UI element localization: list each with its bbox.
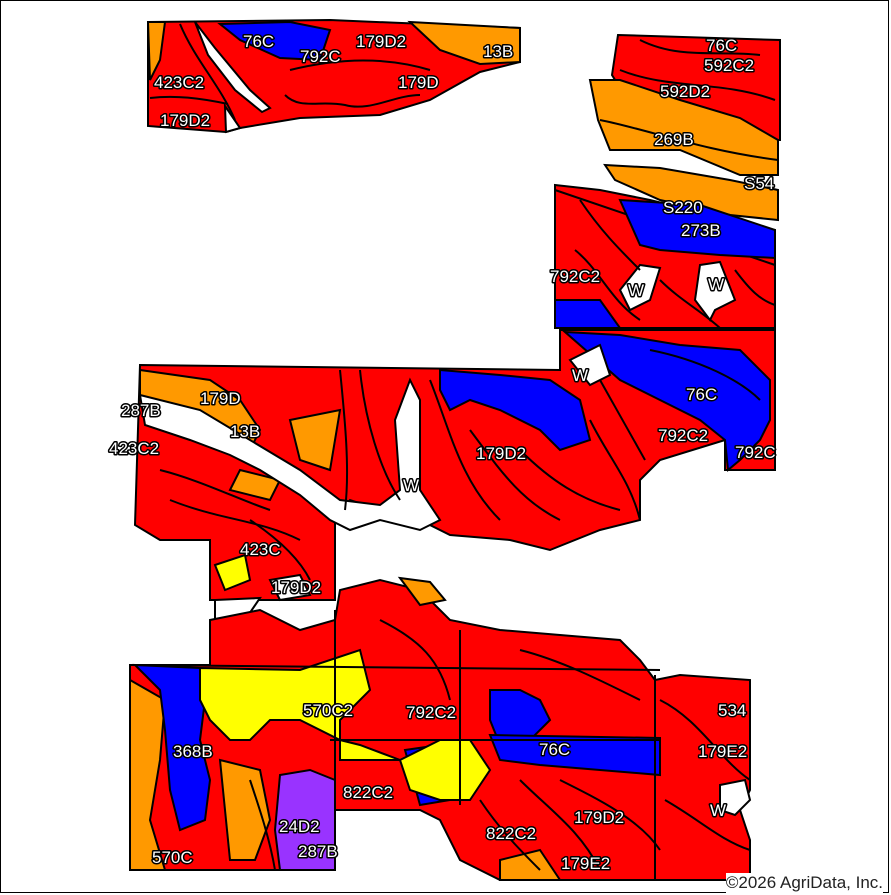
map-label: 792C2	[550, 267, 600, 286]
map-label: 179D2	[574, 808, 624, 827]
map-label: 273B	[681, 221, 721, 240]
map-label: 822C2	[343, 783, 393, 802]
map-label: 269B	[654, 130, 694, 149]
map-label: 179D2	[476, 444, 526, 463]
map-label: 76C	[686, 385, 717, 404]
map-label: 570C	[152, 848, 193, 867]
map-label: 76C	[243, 32, 274, 51]
map-label: 792C	[735, 443, 776, 462]
map-label: S54	[744, 174, 774, 193]
map-label: 13B	[483, 42, 513, 61]
map-label: W	[403, 476, 419, 495]
map-label: 423C2	[109, 439, 159, 458]
field-top-right	[554, 33, 781, 329]
soil-labels: 76C 792C 179D2 13B 423C2 179D 179D2 76C …	[108, 31, 778, 875]
map-label: 179D	[398, 73, 439, 92]
map-label: 179D2	[271, 578, 321, 597]
map-label: 423C	[240, 540, 281, 559]
field-middle	[133, 329, 776, 624]
map-label: 368B	[173, 742, 213, 761]
map-label: 822C2	[486, 824, 536, 843]
map-label: W	[710, 801, 726, 820]
map-label: 423C2	[154, 73, 204, 92]
map-label: 792C	[300, 47, 341, 66]
map-label: W	[628, 281, 644, 300]
map-label: W	[572, 366, 588, 385]
map-label: 76C	[539, 740, 570, 759]
map-label: 179D	[200, 389, 241, 408]
field-bottom	[129, 576, 752, 881]
map-label: 179E2	[561, 854, 610, 873]
field-top-left	[146, 18, 521, 134]
map-label: 287B	[298, 842, 338, 861]
map-label: 179D2	[160, 111, 210, 130]
map-label: 179E2	[698, 742, 747, 761]
copyright-notice: ©2026 AgriData, Inc.	[725, 873, 883, 893]
map-label: 179D2	[356, 32, 406, 51]
map-label: 792C2	[658, 426, 708, 445]
map-label: 13B	[230, 422, 260, 441]
map-label: 287B	[121, 401, 161, 420]
map-label: 592C2	[704, 56, 754, 75]
map-label: W	[708, 275, 724, 294]
map-label: 534	[718, 701, 746, 720]
map-label: 570C2	[303, 701, 353, 720]
map-label: 792C2	[406, 703, 456, 722]
map-label: S220	[663, 198, 703, 217]
map-label: 76C	[706, 36, 737, 55]
map-label: 592D2	[660, 82, 710, 101]
map-label: 24D2	[279, 817, 320, 836]
